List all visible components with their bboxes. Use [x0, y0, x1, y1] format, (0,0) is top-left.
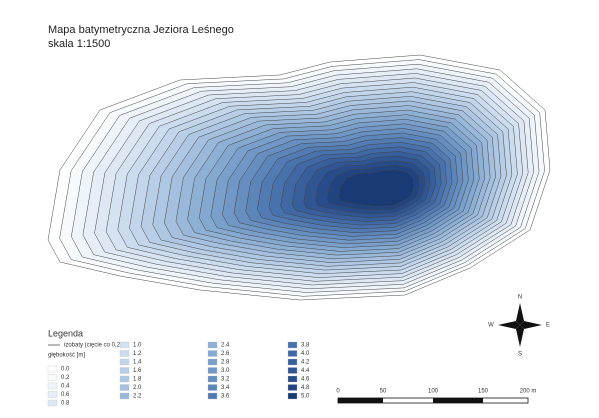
compass-n: N [518, 295, 522, 301]
legend-label: 0.2 [61, 375, 70, 381]
scale-label: 50 [380, 389, 387, 395]
legend-swatch [119, 341, 130, 349]
scale-label: 100 [428, 389, 439, 395]
scale-label: 150 [478, 389, 489, 395]
legend-label: 2.6 [221, 351, 230, 357]
compass-e: E [546, 323, 550, 329]
legend-label: 4.4 [301, 368, 310, 374]
legend-label: 2.8 [221, 360, 230, 366]
legend-label: 0.4 [61, 384, 70, 390]
legend-swatch [47, 391, 58, 398]
legend-items: 0.0 0.2 0.4 0.6 0.8 1.0 1.2 1.4 1.6 1.8 2.0 2.2 2.4 2… [47, 341, 310, 407]
legend-swatch [119, 367, 130, 374]
legend-swatch [47, 374, 58, 381]
legend-title: Legenda [48, 328, 83, 338]
legend-label: 4.6 [301, 377, 310, 383]
map-scale: skala 1:1500 [48, 38, 110, 50]
legend-swatch [207, 384, 218, 391]
legend-swatch [47, 399, 58, 407]
legend-swatch [287, 384, 298, 391]
legend-label: 5.0 [301, 394, 310, 400]
legend-swatch [287, 341, 298, 349]
depth-zone [338, 169, 415, 207]
legend-label: 4.0 [301, 351, 310, 357]
depth-title: głębokość [m] [48, 353, 85, 359]
legend-swatch [207, 358, 218, 366]
legend-swatch [287, 375, 298, 383]
legend-swatch [207, 350, 218, 357]
legend-swatch [207, 341, 218, 349]
legend-label: 1.4 [133, 360, 142, 366]
legend-label: 1.8 [133, 377, 142, 383]
legend-swatch [287, 392, 298, 400]
legend-label: 2.0 [133, 385, 142, 391]
legend-label: 4.8 [301, 385, 310, 391]
legend-label: 1.2 [133, 351, 142, 357]
legend-swatch [119, 384, 130, 391]
legend-swatch [207, 367, 218, 374]
legend-swatch [47, 365, 58, 373]
compass-w: W [488, 323, 494, 329]
legend-label: 2.2 [133, 394, 142, 400]
legend-swatch [119, 375, 130, 383]
scale-labels: 0 50 100 150 200 m [336, 389, 536, 395]
legend-label: 3.2 [221, 377, 230, 383]
scale-label: 0 [336, 389, 340, 395]
map-title: Mapa batymetryczna Jeziora Leśnego [48, 24, 234, 36]
compass-s: S [518, 352, 522, 358]
legend-label: 2.4 [221, 343, 230, 349]
legend-label: 1.6 [133, 368, 142, 374]
scale-label: 200 m [520, 389, 537, 395]
legend-swatch [287, 358, 298, 366]
compass: N E S W [488, 295, 550, 358]
legend-label: 3.4 [221, 385, 230, 391]
legend-swatch [207, 392, 218, 400]
legend-label: 3.0 [221, 368, 230, 374]
legend-swatch [47, 382, 58, 390]
legend-swatch [287, 350, 298, 357]
legend-label: 1.0 [133, 343, 142, 349]
lake [47, 54, 551, 301]
legend-label: 3.6 [221, 394, 230, 400]
legend-swatch [119, 350, 130, 357]
legend-swatch [287, 367, 298, 374]
isobath-label: izobaty (cięcie co 0,2 m) [64, 343, 129, 349]
legend-label: 0.0 [61, 367, 70, 373]
legend-label: 3.8 [301, 343, 310, 349]
legend-label: 0.8 [61, 401, 70, 407]
legend-swatch [119, 358, 130, 366]
legend-swatch [207, 375, 218, 383]
scale-bar [337, 397, 529, 404]
legend-swatch [119, 392, 130, 400]
legend-label: 0.6 [61, 392, 70, 398]
legend-label: 4.2 [301, 360, 310, 366]
